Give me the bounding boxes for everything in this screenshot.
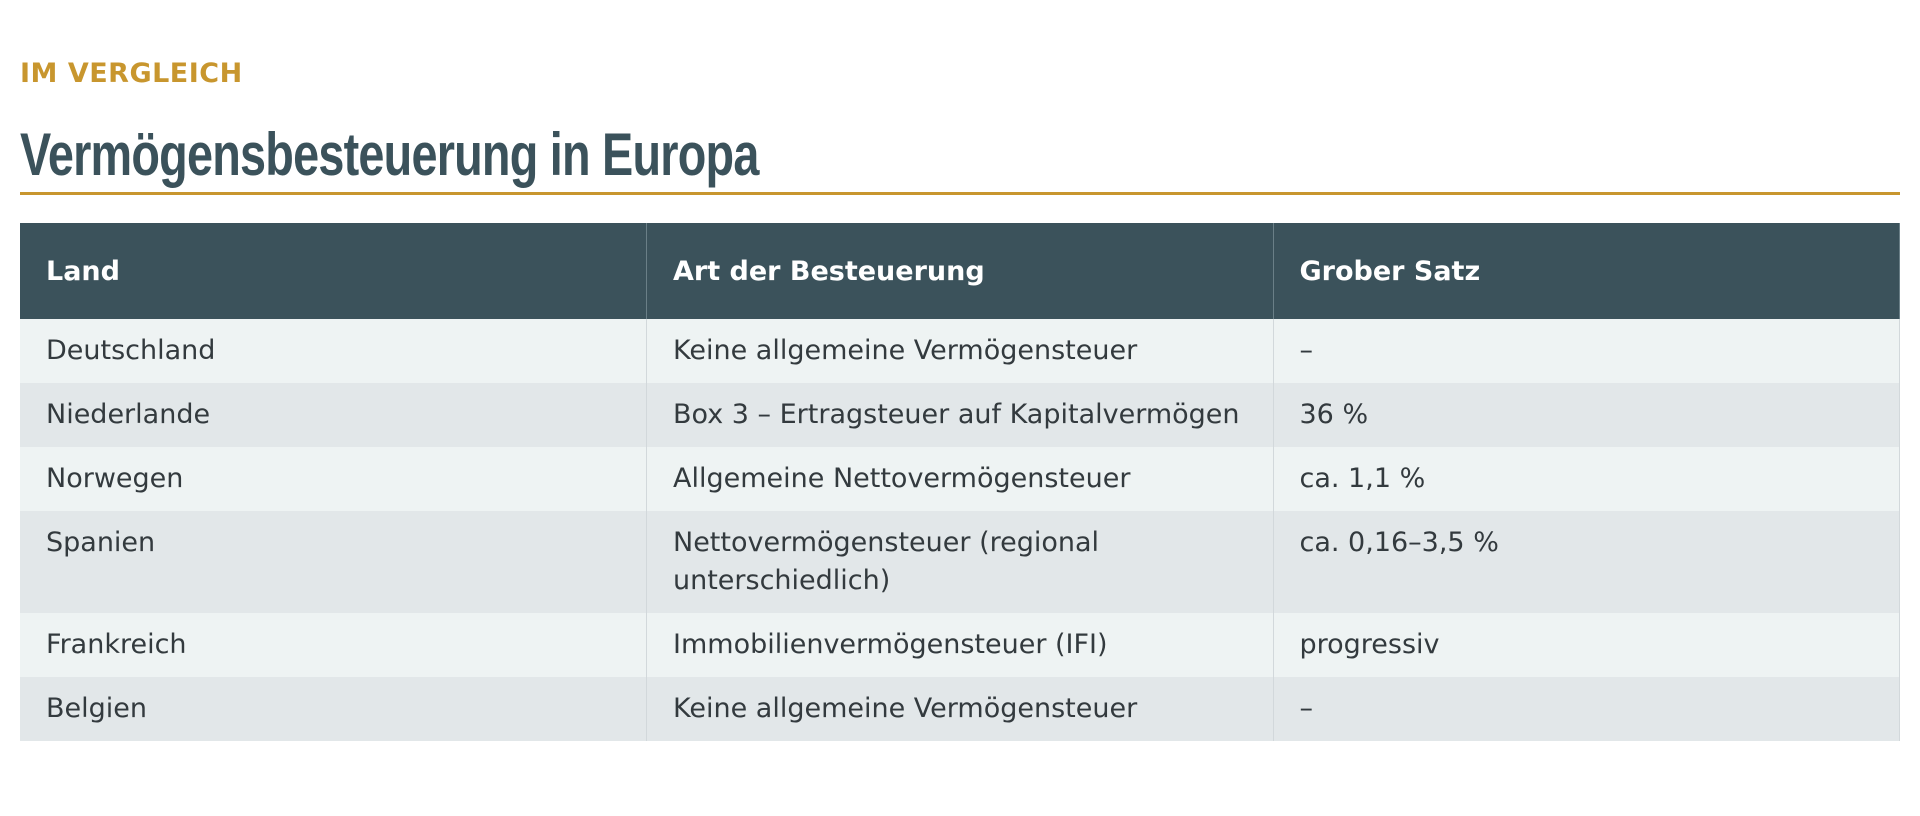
table-cell: Frankreich	[20, 613, 647, 677]
table-cell: Niederlande	[20, 383, 647, 447]
table-cell: Keine allgemeine Vermögensteuer	[646, 319, 1274, 383]
table-cell: ca. 1,1 %	[1273, 447, 1900, 511]
table-cell: Norwegen	[20, 447, 647, 511]
header-row: Land Art der Besteuerung Grober Satz	[20, 223, 1900, 319]
table-row: Niederlande Box 3 – Ertragsteuer auf Kapi…	[20, 383, 1900, 447]
table-row: Frankreich Immobilienvermögensteuer (IFI)…	[20, 613, 1900, 677]
title: Vermögensbesteuerung in Europa	[20, 121, 759, 188]
title-rule	[20, 192, 1900, 195]
table-cell: ca. 0,16–3,5 %	[1273, 511, 1900, 613]
table-cell: –	[1273, 319, 1900, 383]
table-cell: progressiv	[1273, 613, 1900, 677]
column-header: Grober Satz	[1273, 223, 1900, 319]
table-cell: Allgemeine Nettovermögensteuer	[646, 447, 1274, 511]
table-cell: Spanien	[20, 511, 647, 613]
table-row: Belgien Keine allgemeine Vermögensteuer –	[20, 677, 1900, 741]
table-row: Spanien Nettovermögensteuer (regional unt…	[20, 511, 1900, 613]
table-row: Norwegen Allgemeine Nettovermögensteuer ca…	[20, 447, 1900, 511]
table-cell: Immobilienvermögensteuer (IFI)	[646, 613, 1274, 677]
column-header: Art der Besteuerung	[646, 223, 1274, 319]
comparison-table: Land Art der Besteuerung Grober Satz Deuts…	[20, 223, 1900, 741]
eyebrow: IM VERGLEICH	[20, 58, 243, 89]
table-body: Deutschland Keine allgemeine Vermögensteu…	[20, 319, 1900, 741]
table-row: Deutschland Keine allgemeine Vermögensteu…	[20, 319, 1900, 383]
table-cell: 36 %	[1273, 383, 1900, 447]
table-cell: Belgien	[20, 677, 647, 741]
table-cell: Nettovermögensteuer (regional unterschie…	[646, 511, 1274, 613]
table-cell: –	[1273, 677, 1900, 741]
table-cell: Deutschland	[20, 319, 647, 383]
table-cell: Box 3 – Ertragsteuer auf Kapitalvermögen	[646, 383, 1274, 447]
column-header: Land	[20, 223, 647, 319]
table-cell: Keine allgemeine Vermögensteuer	[646, 677, 1274, 741]
